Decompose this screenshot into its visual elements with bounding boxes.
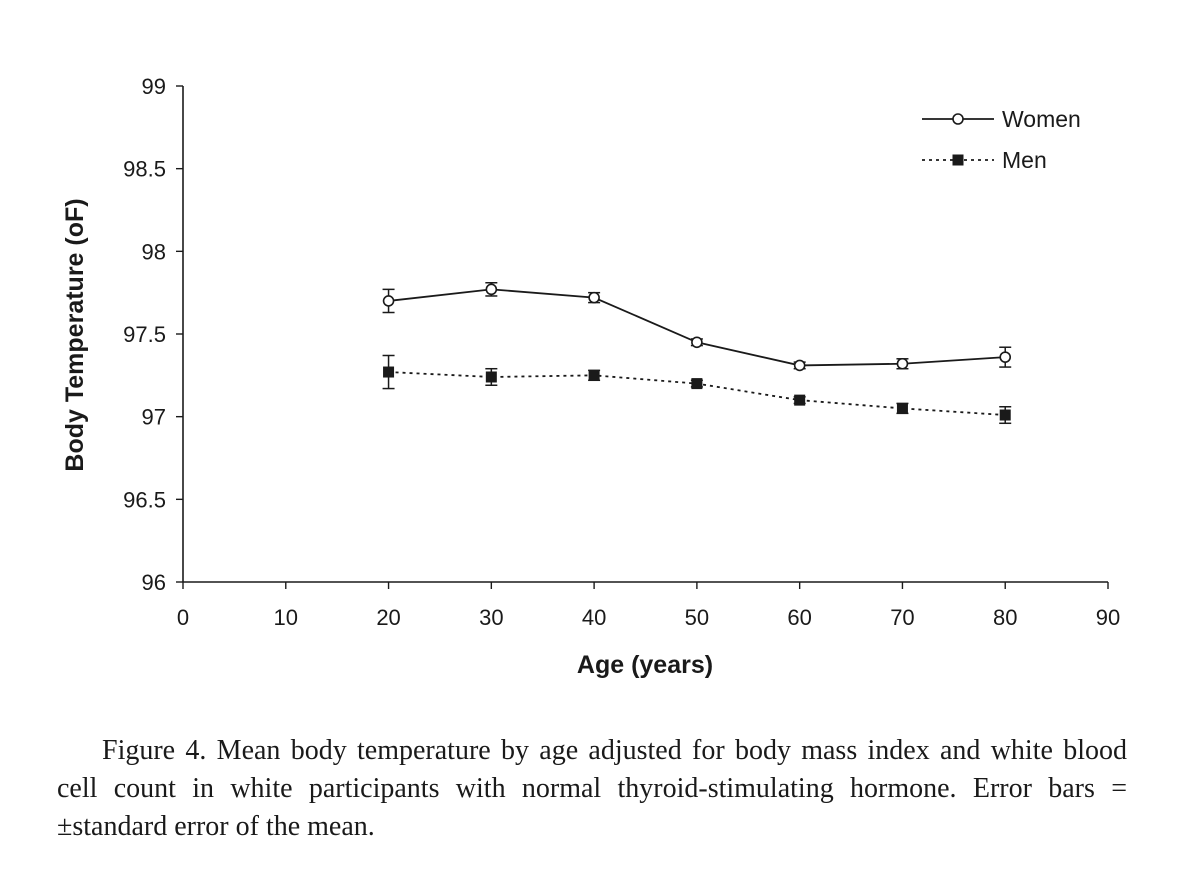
women-line — [388, 288, 1006, 367]
series-men — [382, 354, 1012, 425]
y-tick-label: 97.5 — [123, 322, 166, 347]
women-point — [588, 291, 600, 304]
women-point — [896, 357, 909, 370]
men-point — [691, 378, 703, 390]
x-tick-label: 20 — [376, 605, 400, 630]
x-tick-label: 90 — [1096, 605, 1120, 630]
figure-caption: Figure 4. Mean body temperature by age a… — [57, 735, 1127, 842]
women-point — [382, 295, 395, 307]
y-tick-label: 99 — [142, 74, 166, 99]
men-point — [999, 409, 1011, 421]
men-point — [383, 366, 395, 378]
men-point — [896, 402, 908, 414]
y-tick-label: 96.5 — [123, 487, 166, 512]
y-tick-label: 97 — [142, 405, 166, 430]
men-point — [485, 371, 497, 383]
axes: 0 10 20 30 40 50 60 70 80 90 96 96.5 97 97.5 98 98.5 99 — [123, 74, 1120, 630]
x-tick-label: 80 — [993, 605, 1017, 630]
men-point — [588, 369, 600, 381]
x-axis-title: Age (years) — [577, 651, 713, 679]
x-tick-label: 60 — [787, 605, 811, 630]
series-layer — [382, 281, 1012, 425]
body-temperature-chart: 0 10 20 30 40 50 60 70 80 909696.59797.59898.599 … — [61, 74, 1120, 679]
legend-men-label: Men — [1002, 147, 1047, 173]
x-tick-label: 10 — [274, 605, 298, 630]
y-axis-title: Body Temperature (oF) — [61, 198, 89, 471]
legend-men-marker — [952, 154, 964, 166]
x-tick-label: 50 — [685, 605, 709, 630]
women-point — [691, 336, 703, 349]
y-tick-label: 96 — [142, 570, 166, 595]
legend-women-label: Women — [1002, 106, 1081, 132]
x-tick-label: 40 — [582, 605, 606, 630]
series-women — [382, 281, 1012, 372]
x-tick-label: 0 — [177, 605, 189, 630]
women-point — [793, 359, 806, 372]
x-tick-label: 30 — [479, 605, 503, 630]
y-tick-label: 98.5 — [123, 157, 166, 182]
legend-women-marker — [952, 113, 964, 125]
legend: Women Men — [922, 106, 1081, 173]
y-tick-label: 98 — [142, 239, 166, 264]
women-point — [999, 351, 1012, 363]
x-tick-label: 70 — [890, 605, 914, 630]
men-point — [794, 394, 806, 406]
women-point — [485, 283, 498, 296]
